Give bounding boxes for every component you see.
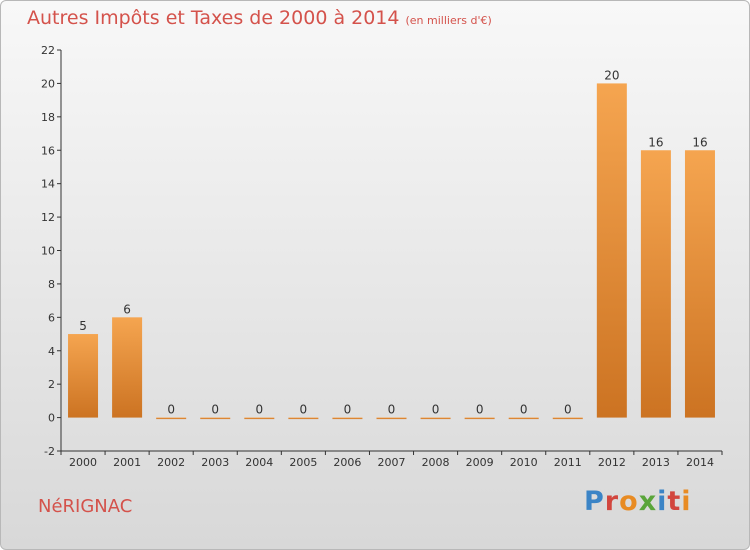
proxiti-logo: Proxiti — [584, 486, 692, 517]
x-tick-label: 2009 — [466, 456, 494, 469]
data-label: 0 — [432, 403, 440, 417]
y-tick-label: 22 — [41, 44, 55, 57]
bar — [508, 417, 539, 420]
bar — [200, 417, 231, 420]
bar — [464, 417, 495, 420]
y-tick-label: 14 — [41, 178, 55, 191]
y-tick-label: 4 — [48, 345, 55, 358]
y-tick-label: 20 — [41, 77, 55, 90]
y-tick-label: 10 — [41, 245, 55, 258]
x-tick-label: 2006 — [333, 456, 361, 469]
x-tick-label: 2001 — [113, 456, 141, 469]
x-tick-label: 2007 — [378, 456, 406, 469]
data-label: 16 — [648, 135, 663, 149]
bars — [68, 83, 715, 420]
y-tick-label: 6 — [48, 311, 55, 324]
data-label: 0 — [211, 403, 219, 417]
x-tick-label: 2012 — [598, 456, 626, 469]
x-tick-label: 2011 — [554, 456, 582, 469]
x-tick-label: 2003 — [201, 456, 229, 469]
bar — [112, 317, 143, 418]
chart-title-text: Autres Impôts et Taxes de 2000 à 2014 — [27, 7, 400, 29]
x-tick-label: 2010 — [510, 456, 538, 469]
data-label: 0 — [476, 403, 484, 417]
bar — [552, 417, 583, 420]
bar — [376, 417, 407, 420]
bar — [68, 334, 99, 418]
x-tick-label: 2002 — [157, 456, 185, 469]
x-tick-label: 2008 — [422, 456, 450, 469]
x-tick-label: 2013 — [642, 456, 670, 469]
axes: -2 0 2 4 6 8 10 12 14 16 18 20 22 — [41, 44, 723, 458]
data-label: 0 — [167, 403, 175, 417]
y-tick-label: 16 — [41, 144, 55, 157]
data-label: 0 — [388, 403, 396, 417]
data-label: 0 — [255, 403, 263, 417]
chart-title: Autres Impôts et Taxes de 2000 à 2014 (en… — [27, 7, 492, 29]
data-label: 6 — [123, 302, 131, 316]
bar — [244, 417, 275, 420]
x-tick-label: 2014 — [686, 456, 714, 469]
x-tick-label: 2005 — [289, 456, 317, 469]
bar — [640, 150, 671, 418]
x-tick-label: 2000 — [69, 456, 97, 469]
data-label: 0 — [520, 403, 528, 417]
bar — [596, 83, 627, 418]
labels: 2000520016200202003020040200502006020070… — [69, 68, 714, 469]
chart-subtitle: (en milliers d'€) — [405, 14, 492, 27]
x-tick-label: 2004 — [245, 456, 273, 469]
y-tick-label: 18 — [41, 111, 55, 124]
y-tick-label: 0 — [48, 412, 55, 425]
bar — [156, 417, 187, 420]
bar — [684, 150, 715, 418]
y-tick-label: 8 — [48, 278, 55, 291]
y-tick-label: 12 — [41, 211, 55, 224]
data-label: 20 — [604, 68, 619, 82]
data-label: 0 — [344, 403, 352, 417]
y-tick-label: -2 — [44, 445, 55, 458]
bar — [288, 417, 319, 420]
data-label: 0 — [300, 403, 308, 417]
bar — [420, 417, 451, 420]
y-tick-label: 2 — [48, 378, 55, 391]
data-label: 16 — [692, 135, 707, 149]
bar — [332, 417, 363, 420]
data-label: 0 — [564, 403, 572, 417]
data-label: 5 — [79, 319, 87, 333]
location-name: NéRIGNAC — [38, 496, 133, 517]
